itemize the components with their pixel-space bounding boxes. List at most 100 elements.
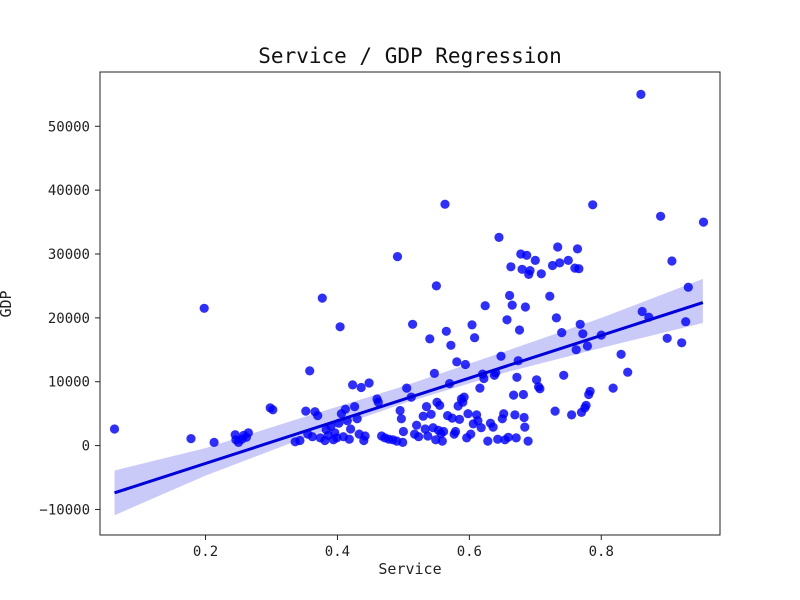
data-point (530, 255, 540, 265)
data-point (557, 328, 567, 338)
data-point (555, 258, 565, 268)
data-point (553, 242, 563, 252)
data-point (373, 397, 383, 407)
data-point (525, 266, 535, 276)
data-point (522, 250, 532, 260)
data-point (520, 302, 531, 312)
data-point (494, 232, 504, 242)
data-point (656, 211, 666, 221)
data-point (507, 300, 517, 310)
data-point (535, 384, 545, 394)
data-point (519, 412, 529, 423)
x-tick-label: 0.4 (325, 544, 350, 560)
data-point (348, 380, 358, 390)
data-point (186, 434, 196, 444)
data-point (496, 351, 506, 361)
data-point (395, 405, 405, 416)
data-point (616, 349, 626, 359)
data-point (571, 345, 581, 355)
data-point (360, 431, 370, 441)
regression-line (114, 301, 704, 495)
data-point (435, 400, 445, 410)
data-point (502, 315, 512, 325)
data-point (574, 264, 584, 274)
data-point (547, 260, 558, 271)
data-point (344, 434, 354, 444)
y-axis-label: GDP (0, 290, 15, 317)
data-point (243, 428, 253, 438)
data-point (356, 382, 366, 393)
data-point (662, 333, 672, 343)
y-tick-label: 40000 (48, 183, 90, 199)
data-point (518, 389, 529, 400)
x-tick-label: 0.6 (457, 544, 482, 560)
y-tick-label: 30000 (48, 247, 90, 263)
data-point (563, 255, 573, 265)
data-point (575, 319, 585, 329)
data-point (463, 409, 473, 419)
data-point (402, 383, 412, 393)
data-point (503, 432, 513, 442)
x-axis-label: Service (378, 560, 441, 578)
data-point (439, 426, 449, 437)
y-tick-label: 20000 (48, 311, 90, 327)
data-point (414, 432, 424, 442)
data-point (578, 329, 588, 339)
data-point (305, 366, 315, 376)
data-point (398, 437, 408, 447)
data-point (346, 424, 356, 434)
data-point (450, 426, 461, 437)
data-point (429, 368, 439, 378)
data-point (460, 359, 470, 370)
data-point (545, 291, 555, 301)
data-point (572, 244, 583, 254)
data-point (440, 199, 450, 209)
data-point (559, 370, 569, 380)
data-point (608, 383, 618, 393)
data-point (307, 432, 317, 442)
data-point (364, 378, 374, 388)
data-point (467, 320, 477, 330)
data-point (636, 89, 646, 99)
data-point (581, 400, 591, 410)
data-point (506, 262, 516, 272)
data-point (512, 372, 522, 382)
data-point (476, 423, 486, 433)
y-tick-label: 50000 (48, 119, 90, 135)
data-point (420, 424, 430, 434)
data-point (313, 411, 323, 421)
data-point (550, 406, 560, 416)
data-point (446, 340, 456, 350)
data-point (340, 404, 350, 414)
data-point (447, 413, 457, 423)
x-tick-label: 0.2 (193, 544, 218, 560)
data-point (585, 386, 595, 396)
data-point (475, 383, 485, 393)
data-point (441, 326, 451, 336)
data-point (470, 333, 480, 343)
data-point (510, 410, 520, 420)
data-point (588, 200, 598, 210)
axis-ticks: 0.2 0.4 0.6 0.8 −10000 0 10000 20000 30000 40000 5… (39, 119, 614, 560)
data-point (209, 437, 219, 447)
data-point (508, 390, 519, 400)
data-point (480, 301, 490, 311)
data-point (483, 436, 493, 446)
data-point (511, 433, 521, 443)
data-point (412, 420, 422, 430)
data-point (623, 367, 633, 377)
data-point (698, 217, 709, 227)
data-point (423, 431, 433, 441)
y-tick-label: −10000 (39, 502, 90, 518)
data-point (582, 341, 593, 351)
data-point (493, 434, 503, 444)
data-point (681, 317, 691, 327)
data-point (459, 392, 469, 402)
data-point (637, 306, 647, 317)
data-point (268, 405, 278, 415)
data-point (199, 303, 209, 313)
data-point (295, 435, 305, 446)
data-point (398, 426, 408, 437)
data-point (301, 406, 311, 416)
axes-frame (99, 71, 721, 536)
